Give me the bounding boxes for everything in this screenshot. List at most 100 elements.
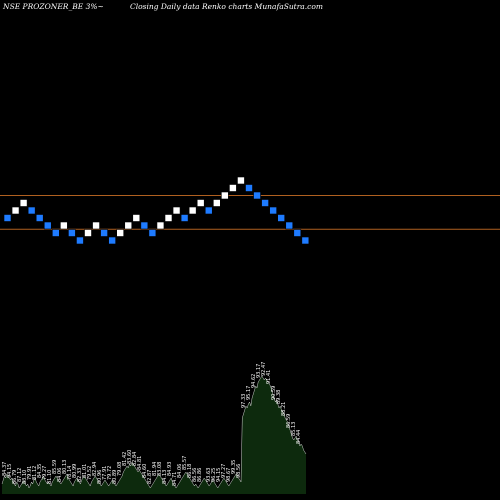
volume-label-top: 92.47 (261, 362, 267, 376)
volume-label: 82.33 (77, 468, 83, 482)
volume-label-top: 98.56 (236, 464, 242, 478)
chart-subtitle: Closing Daily data Renko charts MunafaSu… (130, 2, 323, 11)
volume-fill (2, 376, 306, 494)
volume-label-top: 93.17 (256, 364, 262, 378)
volume-label: 85.57 (182, 456, 188, 470)
volume-label: 83.60 (127, 450, 133, 464)
volume-label: 94.15 (7, 464, 13, 478)
volume-label: 81.94 (152, 462, 158, 476)
volume-labels: 84.37 94.15 86.79 87.12 83.10 79.91 81.12 84.35… (2, 362, 302, 486)
volume-label: 79.27 (42, 466, 48, 480)
renko-brick (27, 206, 36, 215)
renko-brick (164, 214, 173, 222)
renko-brick (285, 221, 294, 230)
renko-brick (148, 229, 157, 237)
volume-label: 80.13 (62, 460, 68, 474)
volume-label: 80.96 (97, 470, 103, 484)
renko-brick (180, 214, 189, 222)
volume-label-top: 91.41 (266, 370, 272, 384)
renko-brick (261, 199, 269, 207)
volume-label-top: 85.13 (291, 422, 297, 436)
volume-label: 84.93 (167, 462, 173, 476)
renko-brick (3, 214, 12, 222)
volume-label: 87.12 (17, 468, 23, 482)
volume-label: 84.71 (172, 472, 178, 486)
volume-label: 86.86 (197, 468, 203, 482)
volume-label: 81.12 (32, 466, 38, 480)
volume-label: 78.14 (67, 466, 73, 480)
renko-brick (43, 221, 52, 230)
renko-brick (301, 236, 310, 245)
volume-label: 79.08 (117, 462, 123, 476)
volume-label: 77.91 (102, 466, 108, 480)
renko-brick (293, 229, 302, 237)
volume-label: 79.72 (107, 466, 113, 480)
volume-label-top: 84.44 (296, 430, 302, 444)
renko-brick (204, 206, 213, 215)
renko-brick (229, 184, 237, 192)
renko-brick (213, 199, 221, 207)
renko-brick (60, 221, 68, 230)
renko-brick (245, 184, 253, 192)
volume-label: 86.18 (187, 464, 193, 478)
renko-brick (269, 206, 277, 215)
renko-brick (140, 221, 149, 230)
volume-label-top: 99.35 (231, 460, 237, 474)
volume-label: 85.59 (52, 460, 58, 474)
renko-brick (221, 191, 229, 200)
volume-label-top: 97.33 (241, 394, 247, 408)
volume-label: 84.81 (137, 456, 143, 470)
renko-brick (100, 229, 108, 237)
volume-label-top: 94.62 (251, 374, 257, 388)
volume-label: 84.06 (57, 468, 63, 482)
volume-label: 81.42 (122, 452, 128, 466)
volume-label: 82.94 (92, 462, 98, 476)
volume-label: 84.13 (162, 470, 168, 484)
volume-label-top: 97.27 (221, 464, 227, 478)
renko-bricks (3, 176, 310, 245)
volume-label: 84.35 (37, 464, 43, 478)
renko-brick (132, 214, 141, 222)
chart-title: NSE PROZONER_BE 3%~ (2, 2, 104, 11)
volume-label: 86.79 (12, 470, 18, 484)
reference-lines (0, 195, 500, 230)
renko-brick (116, 229, 124, 237)
volume-label: 81.01 (82, 464, 88, 478)
volume-label-top: 88.21 (281, 402, 287, 416)
renko-brick (172, 206, 181, 215)
renko-brick (84, 229, 92, 237)
volume-label: 83.08 (157, 462, 163, 476)
renko-brick (253, 191, 261, 200)
volume-label: 79.91 (27, 466, 33, 480)
renko-brick (68, 229, 76, 237)
volume-label-top: 86.59 (286, 414, 292, 428)
renko-brick (19, 199, 28, 207)
volume-label-top: 95.17 (246, 386, 252, 400)
renko-brick (124, 221, 133, 230)
renko-brick (237, 176, 245, 185)
volume-label: 83.10 (22, 470, 28, 484)
renko-brick (92, 221, 100, 230)
volume-label: 80.99 (72, 464, 78, 478)
volume-line (1, 375, 307, 489)
volume-label: 84.37 (2, 462, 8, 476)
renko-brick (35, 214, 44, 222)
renko-brick (51, 229, 60, 237)
renko-brick (188, 206, 197, 215)
volume-label: 82.84 (132, 452, 138, 466)
volume-label: 82.87 (147, 470, 153, 484)
volume-label: 86.56 (192, 468, 198, 482)
renko-brick (196, 199, 205, 207)
volume-label-top: 89.38 (276, 390, 282, 404)
renko-brick (277, 214, 286, 222)
volume-label: 79.52 (87, 466, 93, 480)
renko-brick (108, 236, 116, 245)
volume-label-top: 94.15 (216, 468, 222, 482)
renko-brick (156, 221, 165, 230)
renko-brick (76, 236, 84, 245)
volume-label-top: 96.25 (211, 468, 217, 482)
volume-label-top: 93.63 (206, 468, 212, 482)
volume-label-top: 98.67 (226, 468, 232, 482)
volume-label: 81.10 (47, 470, 53, 484)
